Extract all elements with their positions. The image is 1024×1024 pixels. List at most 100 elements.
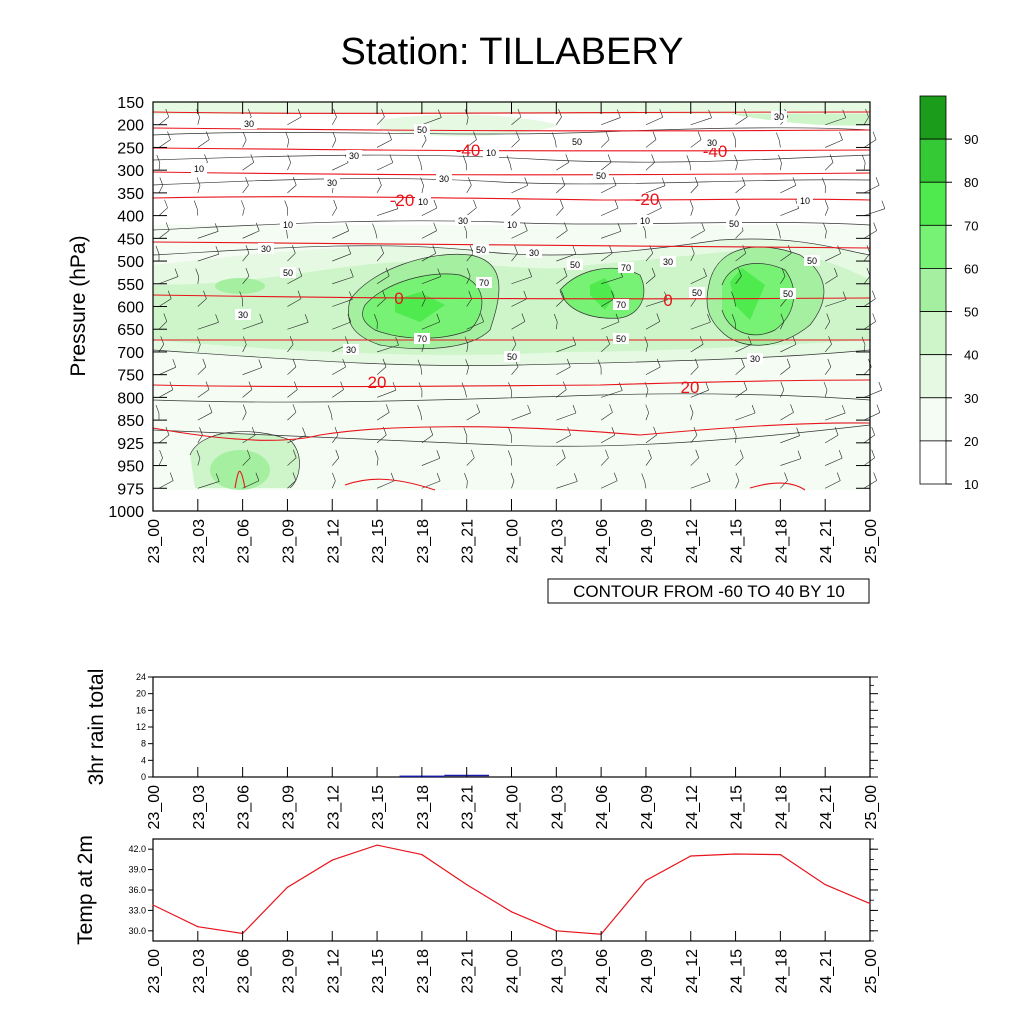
wind-barb — [158, 139, 171, 148]
humidity-label-text: 10 — [418, 197, 428, 207]
humidity-label-bg — [704, 137, 720, 148]
rain-axis-label: 3hr rain total — [85, 669, 108, 786]
wind-barb — [469, 245, 474, 254]
temperature-contour-label: -20 — [390, 191, 415, 210]
wind-barb — [735, 472, 740, 481]
temp-point — [376, 844, 378, 846]
wind-barb — [242, 139, 247, 148]
temp-y-tick-label: 30.0 — [128, 926, 146, 936]
wind-barb — [473, 131, 477, 140]
humidity-label-text: 70 — [417, 334, 427, 344]
wind-barb — [780, 480, 788, 489]
wind-barb — [572, 404, 577, 414]
wind-barb — [690, 321, 711, 330]
wind-barb — [250, 154, 255, 163]
temp-time-tick-label: 23_15 — [370, 949, 387, 994]
wind-barb — [466, 117, 469, 125]
wind-barb — [471, 449, 475, 458]
wind-barb — [824, 208, 829, 216]
wind-barb — [824, 321, 831, 330]
temp-time-tick-label: 23_18 — [415, 949, 432, 994]
wind-barb — [780, 321, 785, 330]
wind-barb — [605, 131, 610, 140]
humidity-label-bg — [804, 255, 820, 266]
humidity-label-text: 30 — [458, 216, 468, 226]
temp-time-tick-label: 23_12 — [325, 949, 342, 994]
wind-barb — [417, 359, 422, 368]
wind-barb — [600, 184, 617, 194]
wind-barb — [287, 457, 297, 466]
wind-barb — [787, 245, 792, 254]
temp-point — [152, 904, 154, 906]
wind-barb — [466, 207, 477, 216]
wind-barb — [508, 427, 512, 436]
wind-barb — [332, 457, 339, 466]
wind-barb — [690, 457, 699, 466]
wind-barb — [242, 185, 249, 194]
wind-barb — [615, 313, 620, 322]
humidity-area — [210, 450, 270, 490]
humidity-label: 30 — [258, 243, 274, 254]
wind-barb — [863, 457, 875, 466]
wind-barb — [421, 321, 440, 330]
pressure-tick-label: 750 — [117, 368, 144, 385]
wind-barb — [741, 176, 746, 186]
wind-barb — [197, 344, 201, 353]
humidity-label-bg — [476, 277, 492, 288]
wind-barb — [286, 231, 288, 239]
temp-point — [690, 855, 692, 857]
wind-barb — [645, 321, 660, 330]
wind-barb — [292, 245, 296, 254]
wind-barb — [528, 268, 532, 277]
wind-barb — [292, 404, 297, 413]
colorbar-box — [919, 311, 947, 356]
wind-barb — [287, 184, 297, 194]
wind-barb — [645, 344, 648, 353]
time-tick-label: 24_15 — [729, 519, 746, 564]
wind-barb — [255, 472, 260, 481]
time-tick-label: 23_03 — [191, 519, 208, 564]
wind-barb — [693, 427, 698, 436]
wind-barb — [690, 434, 698, 444]
humidity-label-bg — [280, 267, 296, 278]
wind-barb — [158, 366, 176, 375]
wind-barb — [466, 367, 469, 375]
wind-barb — [611, 427, 616, 436]
temp-time-tick-label: 23_09 — [280, 949, 297, 994]
wind-barb — [823, 381, 828, 391]
wind-barb — [556, 344, 576, 353]
temp-point — [331, 859, 333, 861]
humidity-contour-line — [152, 154, 871, 163]
wind-barb — [163, 313, 168, 322]
wind-barb — [645, 207, 662, 216]
wind-barb — [697, 131, 702, 140]
wind-barb — [332, 472, 336, 481]
temperature-contour-line — [152, 196, 871, 201]
wind-barb — [738, 267, 742, 277]
wind-barb — [648, 449, 652, 459]
wind-barb — [193, 200, 198, 209]
wind-barb — [388, 131, 392, 140]
wind-barb — [461, 382, 466, 391]
wind-barb — [333, 199, 337, 209]
wind-barb — [347, 313, 352, 323]
wind-barb — [556, 116, 562, 125]
wind-barb — [613, 472, 618, 481]
wind-barb — [689, 200, 694, 209]
temp-point — [510, 911, 513, 913]
wind-barb — [601, 207, 619, 216]
wind-barb — [468, 177, 472, 186]
humidity-label-bg — [618, 262, 634, 273]
time-tick-label: 24_09 — [639, 519, 656, 564]
wind-barb — [572, 245, 577, 255]
wind-barb — [508, 382, 512, 391]
wind-barb — [292, 449, 297, 458]
wind-barb — [433, 222, 437, 231]
wind-barb — [242, 208, 245, 216]
wind-barb — [863, 253, 871, 262]
rain-y-tick-label: 0 — [141, 772, 146, 782]
humidity-label-text: 10 — [800, 196, 810, 206]
wind-barb — [780, 298, 787, 307]
humidity-label-bg — [613, 333, 629, 344]
